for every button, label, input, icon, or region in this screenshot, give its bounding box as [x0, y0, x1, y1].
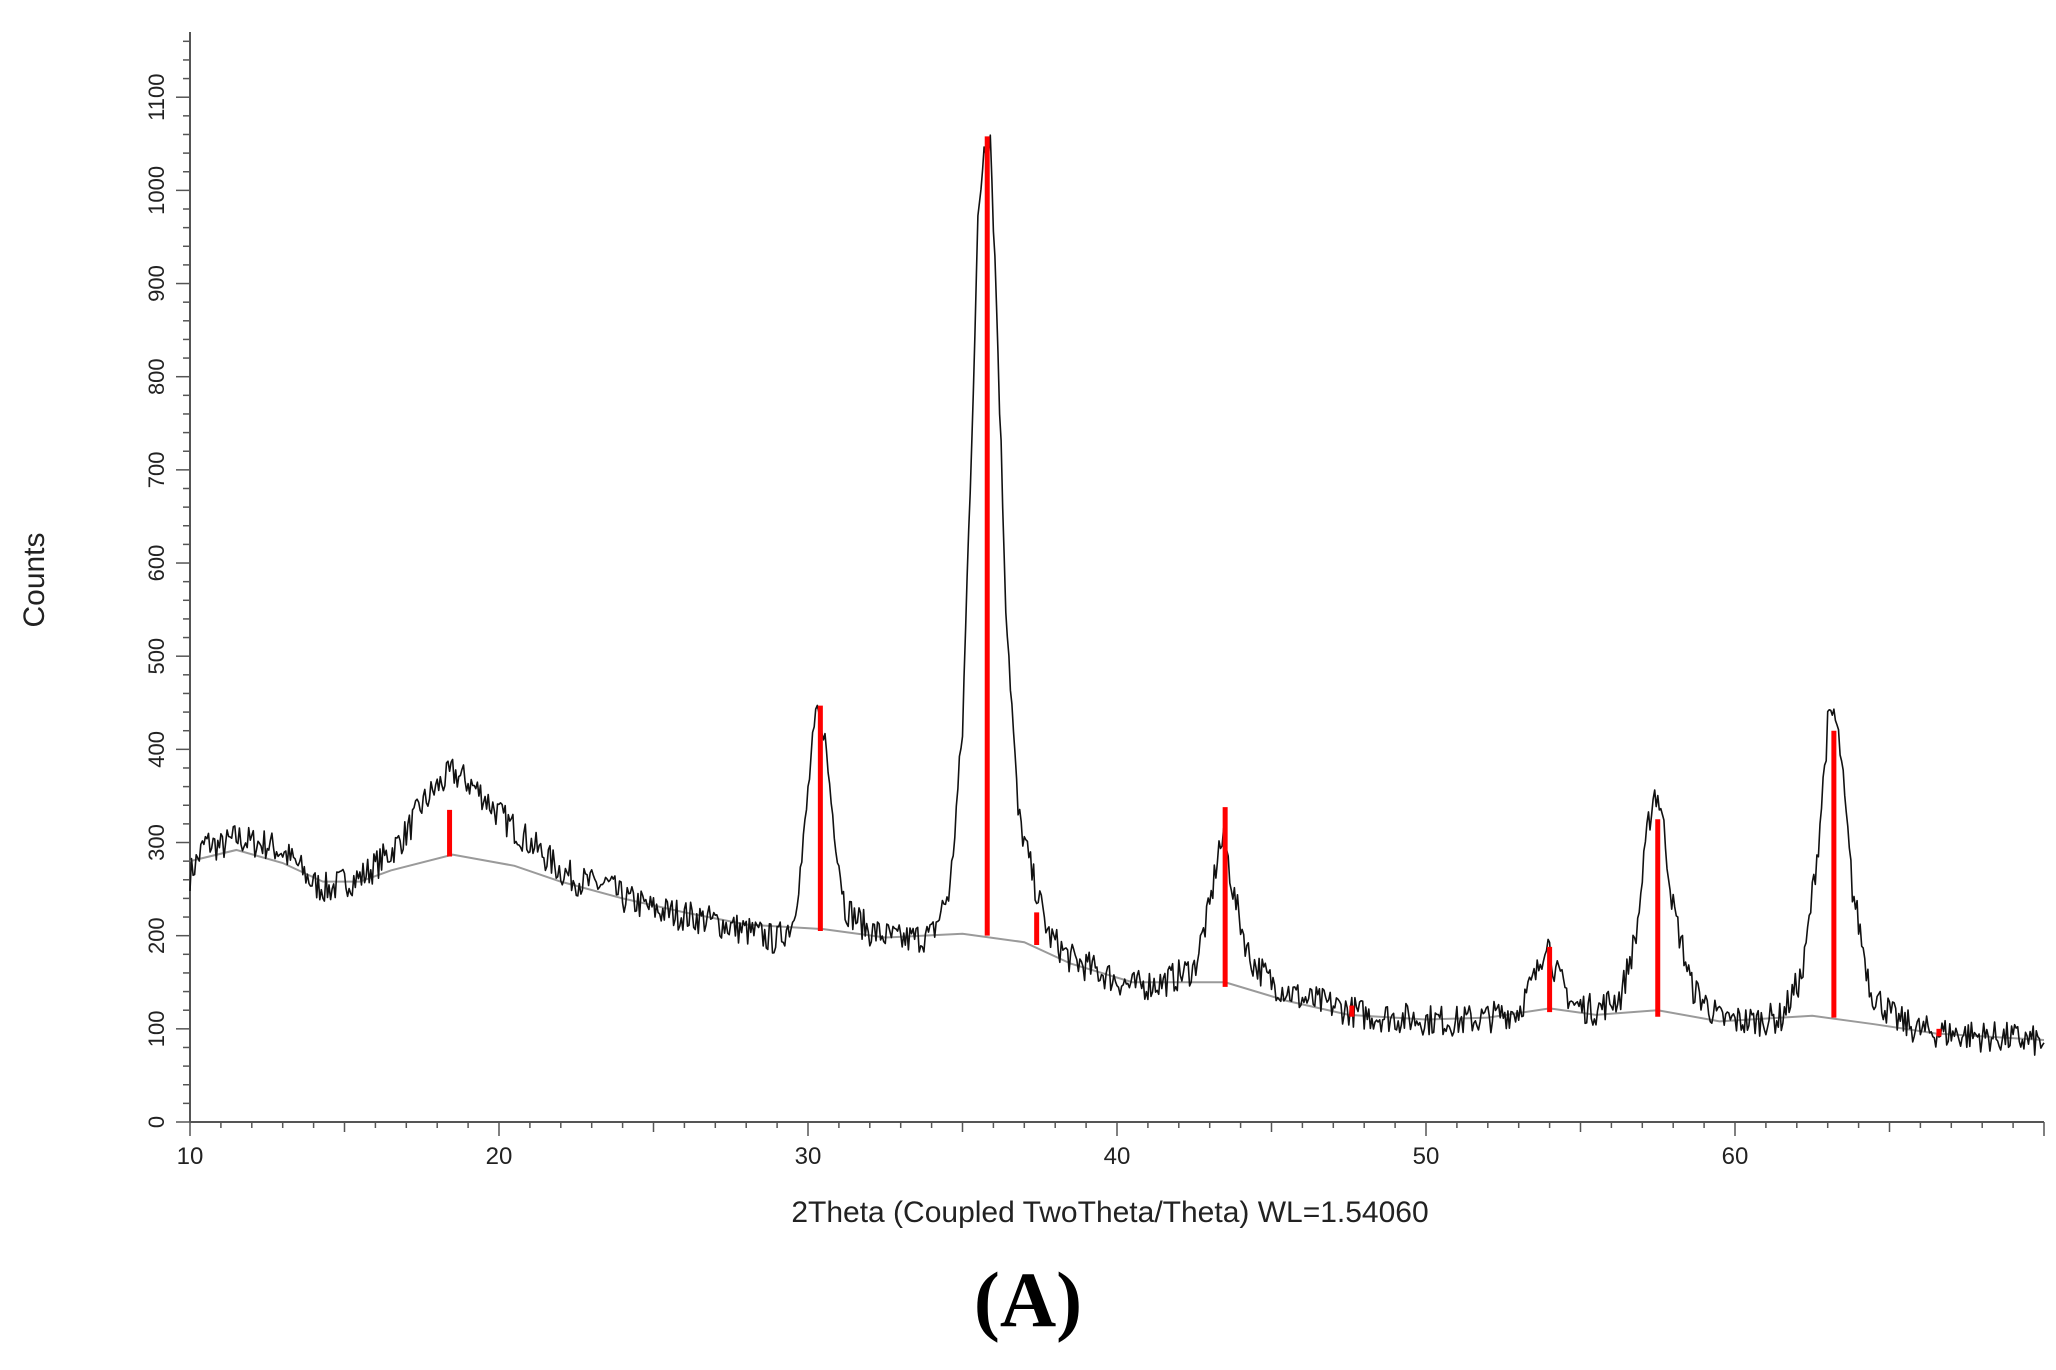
x-axis-title: 2Theta (Coupled TwoTheta/Theta) WL=1.540…	[791, 1196, 1428, 1229]
y-tick-label: 1100	[144, 74, 169, 121]
x-tick-label: 60	[1722, 1143, 1749, 1170]
background-fit-line	[189, 848, 2045, 1042]
panel-label: (A)	[973, 1256, 1083, 1343]
y-tick-label: 1000	[144, 166, 169, 215]
xrd-chart: 0 100 200 300 400 500 600 700 800 900 1000 1100 10 2…	[18, 32, 2045, 1229]
x-tick-label: 20	[486, 1143, 513, 1170]
x-axis: 10 20 30 40 50 60	[177, 1121, 2045, 1170]
y-tick-label: 900	[144, 265, 169, 302]
x-tick-label: 30	[795, 1143, 822, 1170]
y-tick-label: 500	[144, 638, 169, 675]
x-tick-label: 50	[1413, 1143, 1440, 1170]
x-tick-label: 40	[1104, 1143, 1131, 1170]
y-tick-label: 100	[144, 1010, 169, 1047]
y-tick-label: 300	[144, 824, 169, 861]
xrd-pattern-line	[189, 134, 2045, 1056]
y-tick-label: 200	[144, 917, 169, 954]
y-axis: 0 100 200 300 400 500 600 700 800 900 1000 1100	[144, 32, 191, 1128]
y-tick-label: 0	[144, 1116, 169, 1128]
y-tick-label: 600	[144, 545, 169, 582]
y-tick-label: 800	[144, 358, 169, 395]
y-tick-label: 400	[144, 731, 169, 768]
y-axis-title: Counts	[18, 532, 51, 627]
y-tick-label: 700	[144, 452, 169, 489]
x-tick-label: 10	[177, 1143, 204, 1170]
plot-area	[189, 134, 2045, 1056]
